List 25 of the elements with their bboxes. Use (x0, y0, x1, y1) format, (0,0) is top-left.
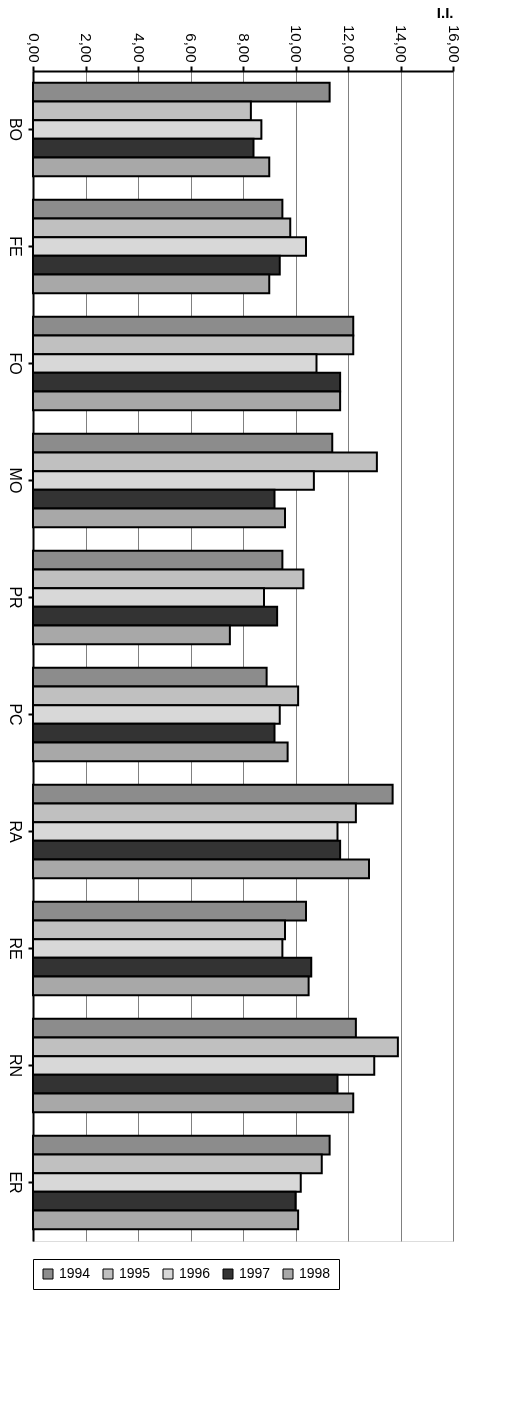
y-tick-label: RN (6, 1053, 24, 1078)
y-tick-label: PC (6, 703, 24, 726)
x-tick-label: 16,00 (445, 24, 463, 63)
y-tick-label: RE (6, 937, 24, 960)
legend-label: 1995 (119, 1265, 151, 1281)
y-tick-label: RA (6, 820, 24, 843)
x-axis-title: I.I. (436, 3, 454, 21)
y-tick-label: MO (6, 467, 24, 494)
x-tick-label: 12,00 (340, 24, 358, 63)
x-tick-label: 2,00 (78, 33, 95, 63)
x-tick-label: 10,00 (288, 24, 305, 63)
y-tick-label: FO (6, 352, 24, 375)
y-tick-label: ER (6, 1171, 24, 1194)
x-tick-label: 0,00 (25, 33, 43, 63)
x-tick-label: 4,00 (130, 33, 148, 63)
x-tick-label: 14,00 (393, 24, 410, 63)
legend-label: 1998 (299, 1265, 331, 1281)
y-tick-label: PR (6, 586, 24, 609)
x-tick-label: 8,00 (235, 33, 253, 63)
x-tick-label: 6,00 (183, 33, 200, 63)
legend-label: 1996 (179, 1265, 211, 1281)
legend-label: 1997 (239, 1265, 271, 1281)
y-tick-label: BO (6, 117, 24, 142)
legend-label: 1994 (59, 1265, 91, 1281)
y-tick-label: FE (6, 236, 24, 257)
